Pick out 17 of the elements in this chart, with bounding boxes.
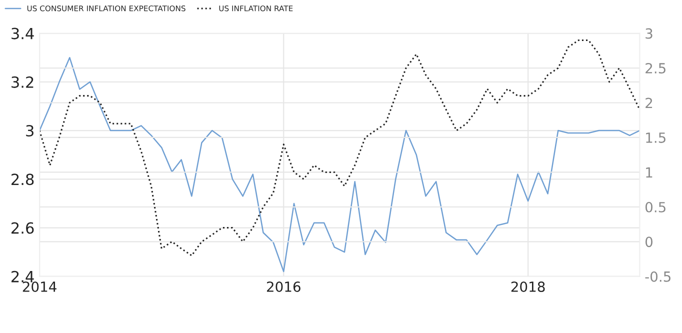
y-tick-label: 3 <box>26 125 34 137</box>
x-tick-label: 2018 <box>511 281 545 292</box>
x-tick-label: 2014 <box>22 281 56 292</box>
y2-tick-label: 1 <box>646 167 652 178</box>
y-tick-label: 3.2 <box>12 76 34 88</box>
y-tick-label: 2.4 <box>12 270 34 282</box>
y-tick-label: 2.8 <box>12 174 34 186</box>
y2-tick-label: -0.5 <box>645 271 670 282</box>
y2-tick-label: 1.5 <box>646 132 666 143</box>
y2-tick-label: 2 <box>646 98 652 108</box>
y2-tick-label: 0.5 <box>645 202 666 212</box>
y2-tick-label: 2.5 <box>646 62 666 74</box>
y-tick-label: 3.4 <box>12 28 34 40</box>
x-tick-label: 2016 <box>266 281 300 292</box>
y-tick-label: 2.6 <box>12 222 34 234</box>
y2-tick-label: 0 <box>645 236 652 248</box>
y2-tick-label: 3 <box>646 28 652 39</box>
